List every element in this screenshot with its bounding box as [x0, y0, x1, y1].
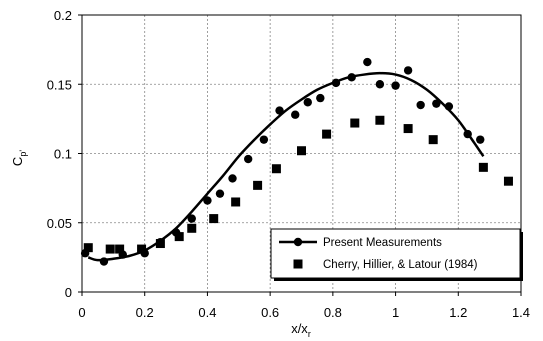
present-measurement-point — [259, 135, 269, 144]
y-tick-label: 0.15 — [47, 77, 72, 92]
x-tick-label: 0.4 — [198, 305, 216, 320]
legend: Present Measurements Cherry, Hillier, & … — [270, 228, 523, 281]
present-measurement-point — [303, 98, 312, 107]
cherry-point — [322, 129, 332, 139]
legend-square-marker — [293, 259, 303, 269]
present-measurement-point — [444, 102, 454, 111]
x-axis-label: x/xr — [291, 321, 311, 339]
x-tick-label: 0.6 — [261, 305, 279, 320]
present-measurement-point — [140, 249, 149, 258]
cherry-point — [209, 214, 219, 224]
x-tick-label: 1.4 — [512, 305, 530, 320]
y-tick-label: 0.05 — [47, 216, 72, 231]
fit-curve — [87, 71, 485, 262]
present-measurement-point — [375, 80, 385, 89]
cherry-point — [231, 197, 241, 207]
y-axis-ticks: 0 0.05 0.1 0.15 0.2 — [47, 8, 82, 300]
present-measurement-point — [316, 93, 325, 103]
present-measurement-point — [432, 99, 441, 108]
cherry-point — [503, 176, 513, 186]
y-axis-label: Cp' — [10, 150, 28, 166]
cherry-point — [253, 180, 263, 190]
cherry-point — [297, 146, 306, 156]
present-measurement-point — [291, 110, 300, 119]
y-axis-label-sub: p' — [18, 150, 28, 157]
cherry-point — [350, 118, 360, 128]
present-measurement-point — [363, 57, 372, 67]
present-measurement-point — [275, 106, 284, 115]
cherry-point — [428, 135, 438, 145]
legend-label-cherry: Cherry, Hillier, & Latour (1984) — [323, 259, 478, 271]
cherry-point — [403, 124, 413, 134]
x-axis-ticks: 0 0.2 0.4 0.6 0.8 1 1.2 1.4 — [78, 292, 530, 320]
present-measurement-point — [80, 249, 90, 258]
present-measurement-point — [171, 228, 181, 237]
cherry-point — [187, 223, 197, 233]
y-tick-label: 0.1 — [54, 147, 72, 162]
cherry-point — [271, 164, 281, 174]
present-measurement-point — [118, 250, 127, 259]
x-tick-label: 0.2 — [136, 305, 154, 320]
cherry-point — [137, 244, 147, 254]
fit-curve-group — [87, 71, 485, 262]
present-measurement-point — [243, 154, 253, 164]
present-measurement-point — [403, 66, 413, 75]
cherry-point — [105, 244, 115, 254]
x-tick-label: 1 — [392, 305, 399, 320]
data-marks — [80, 57, 513, 266]
present-measurement-point — [187, 214, 196, 223]
present-measurement-point — [215, 189, 225, 198]
x-tick-label: 0.8 — [324, 305, 342, 320]
cherry-point — [115, 244, 125, 254]
cherry-point — [174, 232, 184, 242]
present-measurement-point — [99, 257, 109, 266]
present-measurement-point — [416, 100, 425, 110]
present-measurement-point — [228, 174, 237, 183]
cherry-point — [375, 115, 385, 125]
present-measurement-point — [331, 78, 341, 88]
legend-label-present: Present Measurements — [323, 237, 442, 249]
y-tick-label: 0 — [65, 285, 72, 300]
present-measurement-point — [391, 81, 400, 90]
present-measurement-point — [476, 135, 485, 144]
cherry-point — [478, 162, 488, 172]
x-tick-label: 0 — [78, 305, 85, 320]
present-measurement-point — [347, 73, 356, 82]
present-measurement-point — [463, 129, 472, 139]
present-measurement-point — [156, 237, 165, 247]
legend-circle-marker — [293, 237, 303, 247]
legend-box — [270, 228, 521, 279]
cherry-point — [83, 243, 93, 253]
grid-lines — [82, 15, 521, 292]
present-measurement-point — [203, 196, 212, 205]
x-axis-label-sub: r — [308, 329, 311, 339]
y-tick-label: 0.2 — [54, 8, 72, 23]
x-tick-label: 1.2 — [449, 305, 467, 320]
